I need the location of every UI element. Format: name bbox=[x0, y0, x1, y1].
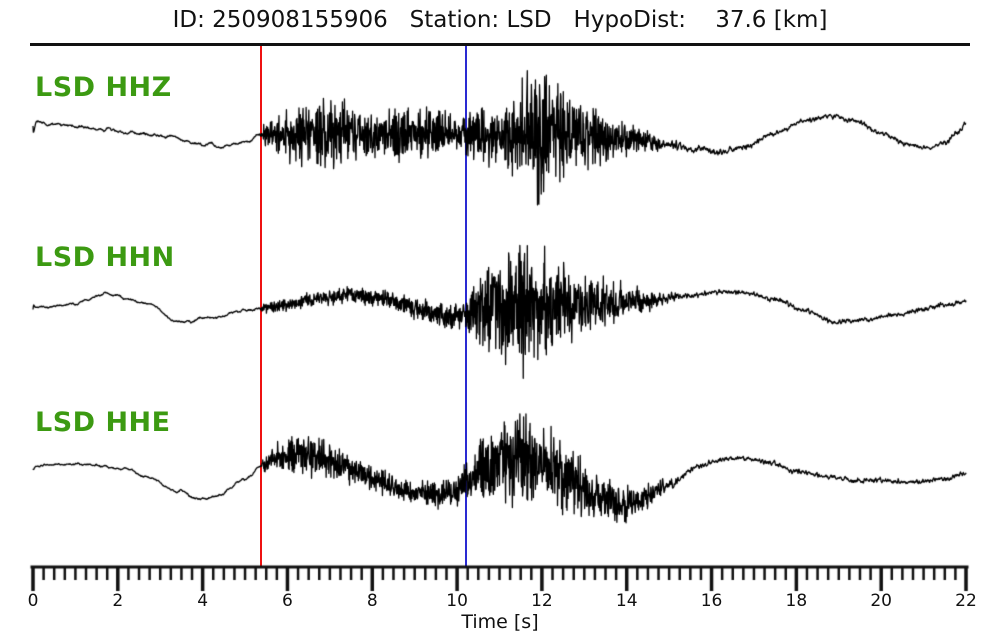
trace-label-hhn: LSD HHN bbox=[35, 242, 175, 273]
x-tick-label: 12 bbox=[531, 591, 553, 611]
x-tick-label: 20 bbox=[870, 591, 892, 611]
x-tick-label: 8 bbox=[366, 591, 378, 611]
x-tick-label: 2 bbox=[112, 591, 124, 611]
x-tick-label: 14 bbox=[615, 591, 638, 611]
x-tick-label: 10 bbox=[446, 591, 468, 611]
x-tick-label: 22 bbox=[955, 591, 977, 611]
x-tick-label: 4 bbox=[197, 591, 209, 611]
x-tick-label: 16 bbox=[700, 591, 723, 611]
trace-label-hhe: LSD HHE bbox=[35, 407, 171, 438]
x-tick-label: 6 bbox=[282, 591, 293, 611]
x-tick-label: 18 bbox=[785, 591, 808, 611]
title-separator bbox=[30, 43, 970, 46]
figure-title: ID: 250908155906 Station: LSD HypoDist: … bbox=[172, 7, 828, 33]
trace-label-hhz: LSD HHZ bbox=[35, 72, 172, 103]
x-tick-label: 0 bbox=[27, 591, 39, 611]
x-axis-label: Time [s] bbox=[461, 611, 539, 633]
